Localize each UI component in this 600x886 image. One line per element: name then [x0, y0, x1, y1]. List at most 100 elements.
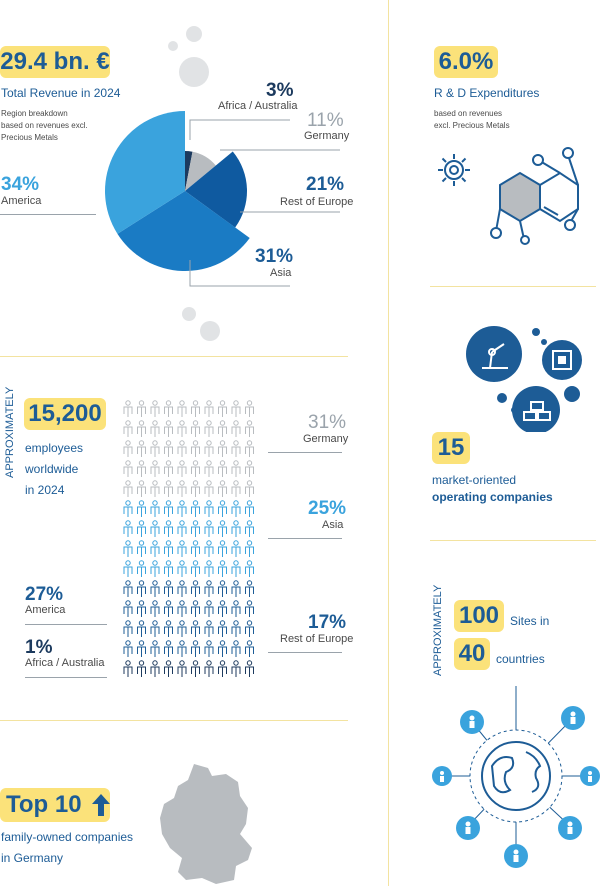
chip-icon	[552, 350, 572, 370]
person-icon	[137, 540, 146, 557]
person-icon	[204, 580, 214, 597]
person-icon	[204, 600, 214, 617]
person-icon	[191, 580, 200, 597]
person-icon	[177, 600, 187, 617]
sites-approx-label: APPROXIMATELY	[432, 584, 444, 676]
section-divider	[430, 540, 596, 541]
rnd-caption: R & D Expenditures	[434, 86, 540, 100]
person-icon	[177, 660, 187, 677]
person-icon	[164, 480, 173, 497]
person-icon	[231, 640, 241, 657]
decorative-bubbles	[182, 307, 220, 341]
revenue-america-label: America	[1, 195, 42, 207]
person-icon	[218, 400, 227, 417]
person-icon	[231, 480, 241, 497]
person-icon	[150, 640, 160, 657]
person-icon	[204, 500, 214, 517]
person-icon	[191, 460, 200, 477]
ranking-badge: Top 10	[0, 788, 110, 822]
pie-slice-rest-of-europe	[185, 151, 247, 228]
person-icon	[164, 600, 173, 617]
person-icon	[231, 420, 241, 437]
person-icon	[177, 560, 187, 577]
employees-badge: 15,200	[24, 398, 106, 430]
employees-america-label: America	[25, 604, 66, 616]
person-icon	[123, 600, 133, 617]
employees-africa-label: Africa / Australia	[25, 657, 105, 669]
person-icon	[218, 420, 227, 437]
employees-approx-label: APPROXIMATELY	[4, 386, 16, 478]
person-icon	[164, 420, 173, 437]
companies-badge: 15	[432, 432, 470, 464]
person-icon	[191, 600, 200, 617]
global-network-icon	[432, 686, 600, 868]
employees-africa-rule	[25, 677, 107, 678]
employees-america-rule	[25, 624, 107, 625]
section-divider	[430, 286, 596, 287]
person-icon	[204, 520, 214, 537]
person-icon	[191, 560, 200, 577]
person-icon	[123, 500, 133, 517]
person-icon	[150, 460, 160, 477]
person-icon	[191, 420, 200, 437]
person-icon	[231, 560, 241, 577]
person-icon	[164, 500, 173, 517]
person-icon	[245, 460, 254, 477]
person-icon	[164, 520, 173, 537]
arrow-up-icon	[91, 794, 110, 816]
person-icon	[150, 620, 160, 637]
employees-europe-rule	[268, 652, 342, 653]
revenue-africa-label: Africa / Australia	[218, 100, 298, 112]
person-icon	[123, 540, 133, 557]
person-icon	[150, 560, 160, 577]
person-icon	[177, 400, 187, 417]
employees-germany-label: Germany	[303, 433, 349, 445]
pie-slice-germany	[185, 151, 216, 191]
person-icon	[218, 540, 227, 557]
person-icon	[150, 520, 160, 537]
employees-germany-rule	[268, 452, 342, 453]
person-icon	[150, 400, 160, 417]
person-icon	[137, 600, 146, 617]
person-icon	[164, 400, 173, 417]
ranking-value: Top 10	[6, 791, 82, 818]
person-icon	[177, 640, 187, 657]
person-icon	[123, 460, 133, 477]
ranking-caption: family-owned companies in Germany	[1, 830, 134, 865]
person-icon	[191, 480, 200, 497]
person-icon	[245, 640, 254, 657]
person-icon	[231, 400, 241, 417]
person-icon	[123, 420, 133, 437]
person-icon	[218, 440, 227, 457]
employees-caption: employees worldwide in 2024	[25, 441, 84, 497]
person-icon	[137, 660, 146, 677]
revenue-europe-label: Rest of Europe	[280, 196, 354, 208]
person-icon	[150, 540, 160, 557]
person-icon	[137, 520, 146, 537]
person-icon	[218, 460, 227, 477]
person-icon	[245, 660, 254, 677]
column-divider	[388, 0, 389, 886]
countries-badge: 40	[454, 638, 490, 670]
employees-europe-pct: 17%	[308, 612, 347, 633]
person-icon	[164, 580, 173, 597]
person-icon	[204, 420, 214, 437]
person-icon	[191, 540, 200, 557]
person-icon	[204, 660, 214, 677]
person-icon	[204, 400, 214, 417]
person-icon	[231, 500, 241, 517]
person-icon	[164, 460, 173, 477]
person-icon	[123, 560, 133, 577]
person-icon	[231, 520, 241, 537]
person-icon	[245, 620, 254, 637]
pie-slice-africa-australia	[185, 151, 193, 191]
person-icon	[123, 440, 133, 457]
companies-caption: market-oriented operating companies	[432, 473, 553, 504]
person-icon	[123, 480, 133, 497]
person-icon	[123, 400, 133, 417]
person-icon	[164, 440, 173, 457]
sites-label: Sites in	[510, 614, 550, 628]
person-icon	[218, 480, 227, 497]
person-icon	[177, 440, 187, 457]
person-icon	[164, 660, 173, 677]
